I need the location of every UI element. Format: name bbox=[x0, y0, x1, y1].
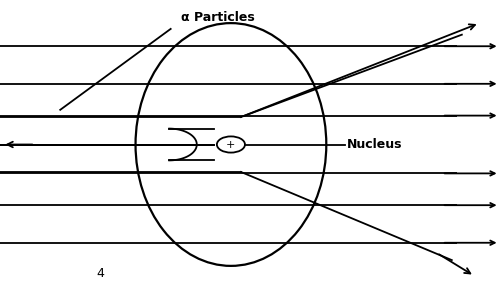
Text: Nucleus: Nucleus bbox=[346, 138, 401, 151]
Text: +: + bbox=[226, 140, 235, 149]
Text: 4: 4 bbox=[96, 267, 104, 279]
Text: α Particles: α Particles bbox=[180, 11, 254, 24]
